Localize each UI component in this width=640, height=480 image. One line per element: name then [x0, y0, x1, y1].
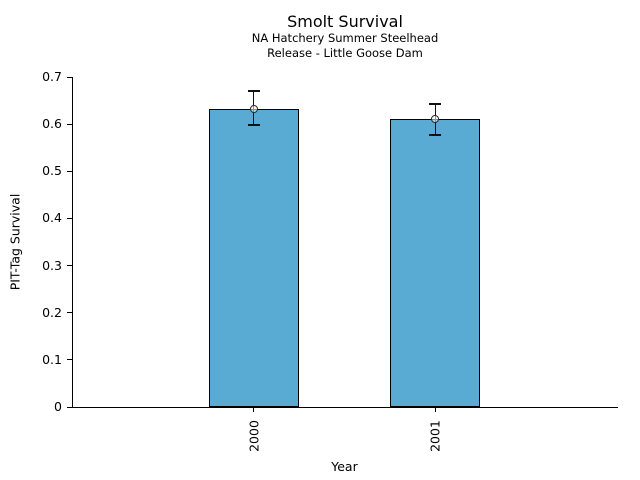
x-axis-label: Year — [331, 459, 358, 474]
y-tick-mark — [67, 265, 72, 267]
y-tick-label: 0.4 — [42, 210, 62, 226]
y-tick-label: 0.5 — [42, 163, 62, 179]
bar-2000 — [208, 108, 299, 407]
error-bar-cap-top-2001 — [429, 103, 442, 105]
chart-subtitle-1: NA Hatchery Summer Steelhead — [251, 31, 439, 45]
y-tick-mark — [67, 359, 72, 361]
x-tick-label: 2001 — [427, 420, 443, 452]
chart-title: Smolt Survival — [287, 12, 403, 31]
y-tick-label: 0.7 — [42, 69, 62, 84]
y-tick-mark — [67, 312, 72, 314]
x-tick-mark — [434, 407, 436, 412]
y-tick-mark — [67, 170, 72, 172]
bar-2001 — [390, 118, 481, 407]
mean-marker-2000 — [249, 104, 258, 113]
x-tick-label: 2000 — [246, 420, 262, 452]
y-tick-mark — [67, 123, 72, 125]
y-tick-mark — [67, 76, 72, 78]
error-bar-cap-bottom-2001 — [429, 134, 442, 136]
chart-subtitle-2: Release - Little Goose Dam — [267, 46, 423, 60]
y-tick-label: 0.2 — [42, 304, 62, 320]
error-bar-cap-bottom-2000 — [247, 124, 260, 126]
x-tick-mark — [253, 407, 255, 412]
y-tick-label: 0 — [54, 399, 62, 414]
y-tick-label: 0.1 — [42, 351, 62, 367]
y-tick-label: 0.3 — [42, 257, 62, 273]
y-tick-label: 0.6 — [42, 116, 62, 132]
mean-marker-2001 — [431, 114, 440, 123]
plot-area — [72, 77, 618, 408]
error-bar-cap-top-2000 — [247, 90, 260, 92]
y-tick-mark — [67, 217, 72, 219]
y-tick-mark — [67, 406, 72, 408]
y-axis-label: PIT-Tag Survival — [7, 193, 23, 291]
title-block: Smolt Survival NA Hatchery Summer Steelh… — [72, 12, 618, 61]
